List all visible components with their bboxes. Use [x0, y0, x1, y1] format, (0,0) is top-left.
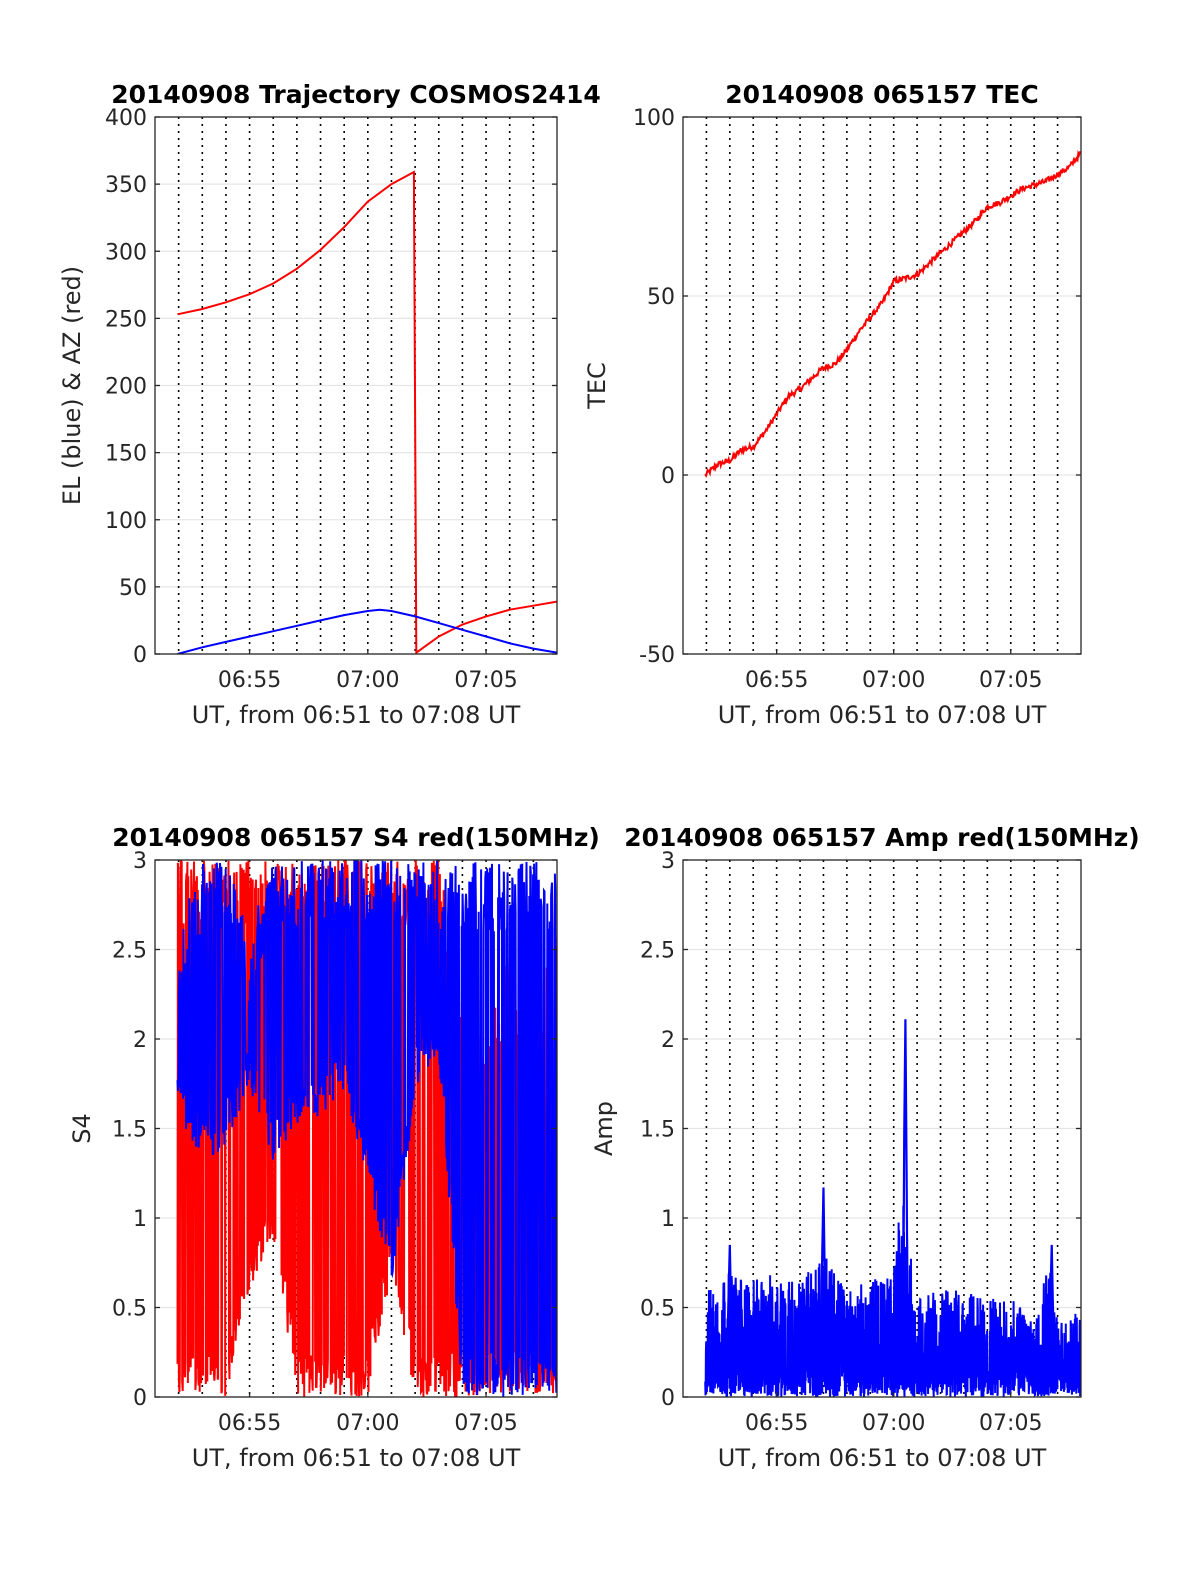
axes-box — [682, 116, 1082, 655]
y-tick-label: 2.5 — [112, 939, 147, 964]
x-tick-label: 06:55 — [745, 668, 808, 693]
y-tick-label: 2.5 — [640, 939, 675, 964]
y-tick-label: 200 — [105, 375, 147, 400]
panel-trajectory: 0 50 100 150 200 250 300 350 400 06:55 07:00 07:05 2… — [58, 80, 601, 729]
y-axis-label: Amp — [590, 1101, 618, 1156]
panel-s4: 0 0.5 1 1.5 2 2.5 3 06:55 07:00 07:05 20140908 065… — [68, 823, 600, 1472]
x-axis-label: UT, from 06:51 to 07:08 UT — [192, 701, 521, 729]
y-tick-label: 0.5 — [112, 1297, 147, 1322]
y-tick-label: 1.5 — [640, 1118, 675, 1143]
y-tick-label: 1.5 — [112, 1118, 147, 1143]
y-tick-label: 350 — [105, 173, 147, 198]
trajectory-series-1-line — [177, 608, 557, 654]
y-tick-label: 300 — [105, 240, 147, 265]
y-tick-label: 0 — [661, 1386, 675, 1411]
x-tick-label: 06:55 — [218, 668, 281, 693]
panel-amp: 0 0.5 1 1.5 2 2.5 3 06:55 07:00 07:05 20140908 065… — [590, 823, 1140, 1472]
y-tick-label: 250 — [105, 307, 147, 332]
amp-peak — [820, 1187, 827, 1344]
y-tick-label: 2 — [661, 1028, 675, 1053]
y-tick-label: 0.5 — [640, 1297, 675, 1322]
y-tick-label: 2 — [133, 1028, 147, 1053]
y-tick-label: 3 — [133, 849, 147, 874]
x-tick-label: 07:00 — [862, 1411, 925, 1436]
y-tick-label: 50 — [647, 285, 675, 310]
x-axis-label: UT, from 06:51 to 07:08 UT — [192, 1444, 521, 1472]
x-axis-label: UT, from 06:51 to 07:08 UT — [718, 701, 1047, 729]
y-tick-label: 0 — [133, 643, 147, 668]
x-tick-label: 07:05 — [454, 668, 517, 693]
amp-peak — [726, 1244, 734, 1344]
y-tick-label: -50 — [639, 643, 675, 668]
y-tick-label: 50 — [119, 576, 147, 601]
plot-area — [176, 860, 557, 1397]
chart-title: 20140908 065157 TEC — [725, 80, 1038, 109]
amp-peak — [1048, 1244, 1056, 1344]
amp-peak — [901, 1019, 909, 1344]
s4-series-1-line — [176, 860, 557, 1397]
x-tick-label: 07:00 — [862, 668, 925, 693]
plot-area — [177, 170, 557, 654]
x-tick-label: 07:05 — [979, 1411, 1042, 1436]
panel-tec: -50 0 50 100 06:55 07:00 07:05 20140908 065157 … — [583, 80, 1082, 729]
tec-series-0-line — [704, 149, 1081, 479]
plot-area — [704, 149, 1081, 479]
x-tick-label: 07:05 — [454, 1411, 517, 1436]
y-tick-label: 400 — [105, 106, 147, 131]
chart-title: 20140908 Trajectory COSMOS2414 — [111, 80, 601, 109]
y-tick-label: 0 — [133, 1386, 147, 1411]
x-tick-label: 06:55 — [745, 1411, 808, 1436]
x-tick-label: 07:00 — [336, 1411, 399, 1436]
x-axis-label: UT, from 06:51 to 07:08 UT — [718, 1444, 1047, 1472]
chart-title: 20140908 065157 S4 red(150MHz) — [112, 823, 600, 852]
trajectory-series-0-line — [177, 170, 557, 654]
y-tick-label: 1 — [133, 1207, 147, 1232]
chart-title: 20140908 065157 Amp red(150MHz) — [624, 823, 1140, 852]
plot-area — [704, 1019, 1081, 1397]
amp-series-0-line — [704, 1205, 1081, 1397]
y-axis-label: TEC — [583, 362, 611, 410]
y-tick-label: 1 — [661, 1207, 675, 1232]
y-axis-label: EL (blue) & AZ (red) — [58, 266, 86, 505]
y-tick-label: 150 — [105, 442, 147, 467]
x-tick-label: 07:00 — [336, 668, 399, 693]
y-tick-label: 100 — [105, 509, 147, 534]
x-tick-label: 07:05 — [979, 668, 1042, 693]
y-axis-label: S4 — [68, 1113, 96, 1144]
y-tick-label: 100 — [633, 106, 675, 131]
y-tick-label: 3 — [661, 849, 675, 874]
x-tick-label: 06:55 — [218, 1411, 281, 1436]
y-tick-label: 0 — [661, 464, 675, 489]
